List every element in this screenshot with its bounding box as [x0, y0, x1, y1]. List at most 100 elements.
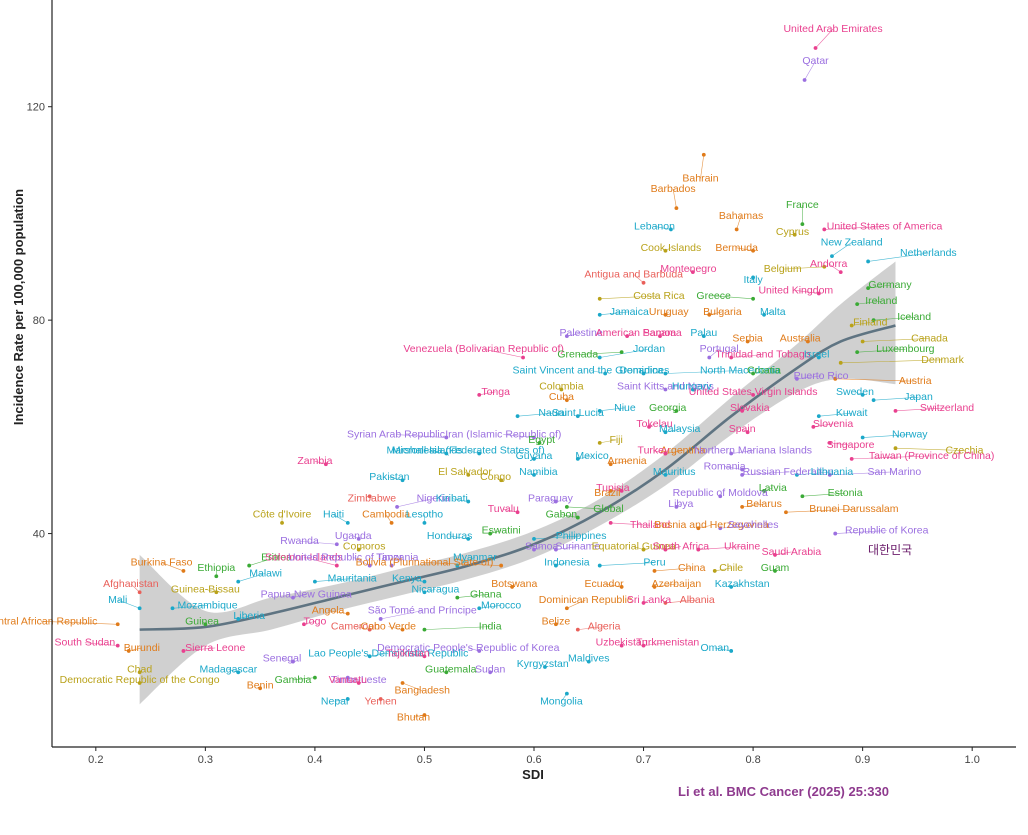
country-label: Guyana — [516, 450, 553, 462]
label-connector — [424, 562, 502, 566]
data-point — [564, 398, 569, 403]
country-label: Denmark — [921, 354, 964, 366]
data-point — [597, 408, 602, 413]
country-label: Lao People's Democratic Republic — [308, 647, 468, 659]
label-connector — [796, 471, 832, 476]
country-label: United States Virgin Islands — [689, 386, 818, 398]
country-label: Peru — [643, 557, 665, 569]
confidence-band-layer — [139, 261, 896, 705]
label-connector — [299, 540, 337, 545]
label-connector — [782, 266, 825, 270]
data-point — [302, 622, 306, 627]
label-connector — [654, 226, 671, 230]
country-label: North Macedonia — [700, 365, 780, 377]
label-connector — [353, 556, 370, 566]
label-connector — [709, 311, 723, 316]
label-connector — [128, 647, 142, 652]
country-label: Gabon — [546, 509, 578, 521]
label-connector — [566, 599, 586, 609]
data-point — [444, 435, 449, 440]
data-point — [751, 248, 755, 253]
country-label: Rwanda — [280, 535, 319, 547]
country-label: Congo — [480, 471, 511, 483]
label-connector — [483, 348, 524, 358]
country-label: Antigua and Barbuda — [584, 268, 683, 280]
country-label: Saint Vincent and the Grenadines — [513, 365, 670, 377]
country-label: American Samoa — [596, 327, 677, 339]
label-connector — [774, 551, 792, 556]
country-label: Eritrea — [261, 551, 292, 563]
data-point — [696, 547, 701, 552]
data-point — [477, 606, 482, 611]
data-point — [389, 521, 394, 525]
data-point — [214, 574, 219, 579]
label-connector — [355, 626, 370, 630]
data-point — [356, 547, 361, 552]
country-label: Afghanistan — [103, 578, 159, 590]
country-label: France — [786, 199, 819, 211]
country-label: Canada — [911, 332, 948, 344]
country-label: Italy — [743, 274, 763, 286]
country-label: Republic of Moldova — [673, 487, 768, 499]
country-label: Puerto Rico — [794, 370, 849, 382]
data-point — [422, 627, 427, 632]
country-label: Tokelau — [636, 418, 672, 430]
country-label: Japan — [904, 391, 933, 403]
y-tick-label: 120 — [27, 102, 45, 114]
country-label: Vanuatu — [329, 674, 367, 686]
data-point — [860, 392, 865, 397]
country-label: Slovenia — [813, 418, 853, 430]
country-label: Malta — [760, 306, 786, 318]
country-label: Fiji — [609, 434, 622, 446]
country-label: Marshall Islands — [387, 445, 463, 457]
data-point — [816, 355, 821, 360]
data-point — [816, 291, 821, 296]
data-point — [554, 563, 558, 568]
country-label: Northern Mariana Islands — [694, 445, 812, 457]
label-connector — [610, 460, 628, 465]
label-connector — [303, 556, 337, 566]
data-point — [802, 78, 807, 82]
data-point — [126, 649, 131, 653]
country-label: Myanmar — [453, 551, 497, 563]
data-point — [466, 499, 471, 504]
data-point — [422, 521, 427, 525]
country-label: Tuvalu — [488, 503, 519, 515]
country-label: Global — [593, 503, 623, 515]
country-label: Belize — [542, 615, 571, 627]
label-connector — [599, 407, 625, 412]
label-connector — [700, 154, 705, 179]
label-connector — [665, 599, 698, 604]
country-label: Ireland — [865, 295, 897, 307]
data-point — [619, 350, 624, 355]
data-point — [499, 478, 504, 483]
country-label: Sri Lanka — [627, 594, 672, 606]
country-label: Russian Federation — [743, 466, 834, 478]
data-point — [663, 371, 668, 376]
data-point — [334, 542, 339, 547]
data-point — [564, 504, 569, 509]
data-point — [236, 670, 241, 675]
data-point — [515, 510, 520, 515]
label-connector — [533, 535, 582, 540]
country-label: Nicaragua — [411, 583, 459, 595]
label-connector — [665, 370, 740, 374]
data-point — [663, 547, 668, 552]
data-point — [663, 472, 668, 477]
trend-line-layer — [139, 324, 896, 631]
data-point — [734, 227, 739, 232]
country-label: Mozambique — [177, 599, 237, 611]
label-connector — [665, 546, 681, 550]
country-label: Bolivia (Plurinational State of) — [356, 557, 494, 569]
data-point — [855, 302, 860, 307]
data-point — [603, 371, 608, 376]
label-connector — [698, 546, 743, 550]
data-point — [712, 569, 717, 573]
data-point — [663, 601, 668, 605]
data-point — [564, 334, 569, 339]
label-connector — [183, 647, 216, 652]
label-connector — [868, 284, 891, 289]
label-connector — [161, 562, 184, 572]
data-point — [838, 360, 843, 365]
